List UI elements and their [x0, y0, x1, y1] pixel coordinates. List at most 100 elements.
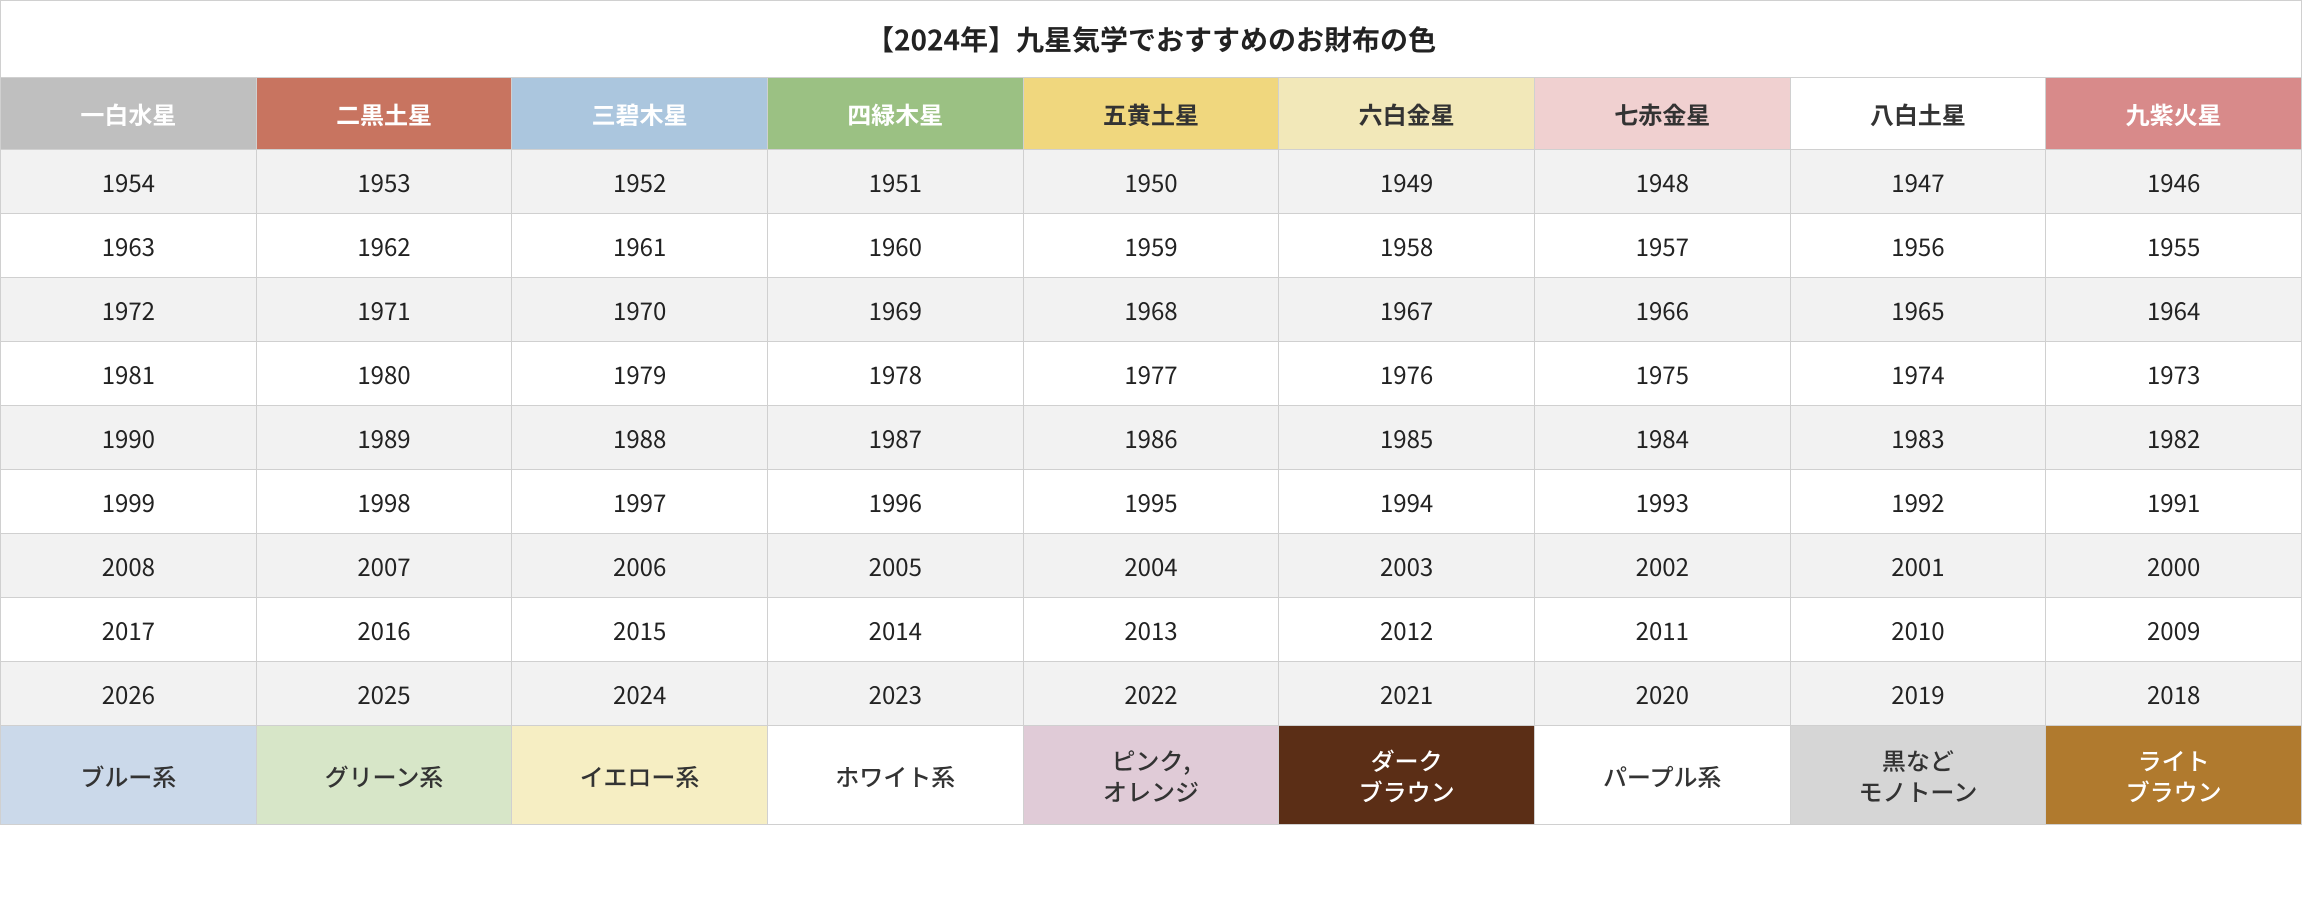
year-cell: 1975	[1534, 342, 1790, 406]
star-header: 八白土星	[1790, 78, 2046, 150]
wallet-color-cell: ライト ブラウン	[2046, 726, 2302, 825]
year-cell: 2008	[1, 534, 257, 598]
year-cell: 1996	[767, 470, 1023, 534]
year-row: 196319621961196019591958195719561955	[1, 214, 2302, 278]
year-cell: 1964	[2046, 278, 2302, 342]
star-header: 六白金星	[1279, 78, 1535, 150]
year-cell: 2003	[1279, 534, 1535, 598]
year-cell: 2015	[512, 598, 768, 662]
star-header: 九紫火星	[2046, 78, 2302, 150]
wallet-color-cell: 黒など モノトーン	[1790, 726, 2046, 825]
year-cell: 1998	[256, 470, 512, 534]
year-cell: 1987	[767, 406, 1023, 470]
year-cell: 1984	[1534, 406, 1790, 470]
wallet-color-cell: イエロー系	[512, 726, 768, 825]
year-cell: 2019	[1790, 662, 2046, 726]
year-cell: 2020	[1534, 662, 1790, 726]
wallet-color-cell: パープル系	[1534, 726, 1790, 825]
year-cell: 1980	[256, 342, 512, 406]
year-cell: 2005	[767, 534, 1023, 598]
year-row: 199019891988198719861985198419831982	[1, 406, 2302, 470]
year-cell: 1968	[1023, 278, 1279, 342]
year-cell: 2026	[1, 662, 257, 726]
year-cell: 1951	[767, 150, 1023, 214]
year-cell: 2018	[2046, 662, 2302, 726]
year-cell: 1986	[1023, 406, 1279, 470]
year-cell: 1967	[1279, 278, 1535, 342]
year-cell: 1963	[1, 214, 257, 278]
year-cell: 2012	[1279, 598, 1535, 662]
year-cell: 2006	[512, 534, 768, 598]
year-cell: 1954	[1, 150, 257, 214]
year-cell: 1979	[512, 342, 768, 406]
year-cell: 1977	[1023, 342, 1279, 406]
year-cell: 1947	[1790, 150, 2046, 214]
year-cell: 1958	[1279, 214, 1535, 278]
year-cell: 1956	[1790, 214, 2046, 278]
year-cell: 1997	[512, 470, 768, 534]
year-cell: 1985	[1279, 406, 1535, 470]
wallet-color-table-wrap: 【2024年】九星気学でおすすめのお財布の色 一白水星二黒土星三碧木星四緑木星五…	[0, 0, 2302, 825]
year-cell: 1981	[1, 342, 257, 406]
wallet-color-cell: ホワイト系	[767, 726, 1023, 825]
year-cell: 1999	[1, 470, 257, 534]
year-cell: 2009	[2046, 598, 2302, 662]
wallet-color-cell: ピンク, オレンジ	[1023, 726, 1279, 825]
year-row: 200820072006200520042003200220012000	[1, 534, 2302, 598]
year-cell: 2024	[512, 662, 768, 726]
year-row: 202620252024202320222021202020192018	[1, 662, 2302, 726]
year-cell: 2013	[1023, 598, 1279, 662]
year-cell: 2017	[1, 598, 257, 662]
year-cell: 2016	[256, 598, 512, 662]
year-cell: 1950	[1023, 150, 1279, 214]
year-cell: 1960	[767, 214, 1023, 278]
year-cell: 1948	[1534, 150, 1790, 214]
year-cell: 2000	[2046, 534, 2302, 598]
year-cell: 2010	[1790, 598, 2046, 662]
title-row: 【2024年】九星気学でおすすめのお財布の色	[1, 1, 2302, 78]
year-cell: 1990	[1, 406, 257, 470]
table-title: 【2024年】九星気学でおすすめのお財布の色	[1, 1, 2302, 78]
year-cell: 1994	[1279, 470, 1535, 534]
year-cell: 1952	[512, 150, 768, 214]
year-cell: 1971	[256, 278, 512, 342]
year-row: 201720162015201420132012201120102009	[1, 598, 2302, 662]
star-header: 四緑木星	[767, 78, 1023, 150]
years-body: 1954195319521951195019491948194719461963…	[1, 150, 2302, 726]
year-cell: 1983	[1790, 406, 2046, 470]
year-cell: 2022	[1023, 662, 1279, 726]
year-cell: 1970	[512, 278, 768, 342]
wallet-color-cell: ダーク ブラウン	[1279, 726, 1535, 825]
star-header: 一白水星	[1, 78, 257, 150]
year-cell: 1959	[1023, 214, 1279, 278]
year-cell: 1962	[256, 214, 512, 278]
wallet-color-cell: グリーン系	[256, 726, 512, 825]
year-row: 198119801979197819771976197519741973	[1, 342, 2302, 406]
year-cell: 2004	[1023, 534, 1279, 598]
year-cell: 1978	[767, 342, 1023, 406]
star-header-row: 一白水星二黒土星三碧木星四緑木星五黄土星六白金星七赤金星八白土星九紫火星	[1, 78, 2302, 150]
year-cell: 1973	[2046, 342, 2302, 406]
year-cell: 1993	[1534, 470, 1790, 534]
table-head: 【2024年】九星気学でおすすめのお財布の色 一白水星二黒土星三碧木星四緑木星五…	[1, 1, 2302, 150]
year-cell: 2021	[1279, 662, 1535, 726]
year-cell: 2002	[1534, 534, 1790, 598]
star-header: 三碧木星	[512, 78, 768, 150]
year-cell: 1969	[767, 278, 1023, 342]
wallet-color-cell: ブルー系	[1, 726, 257, 825]
year-cell: 1982	[2046, 406, 2302, 470]
star-header: 二黒土星	[256, 78, 512, 150]
wallet-color-table: 【2024年】九星気学でおすすめのお財布の色 一白水星二黒土星三碧木星四緑木星五…	[0, 0, 2302, 825]
year-cell: 1992	[1790, 470, 2046, 534]
year-cell: 1976	[1279, 342, 1535, 406]
year-cell: 1955	[2046, 214, 2302, 278]
year-cell: 1949	[1279, 150, 1535, 214]
year-cell: 2011	[1534, 598, 1790, 662]
year-cell: 2025	[256, 662, 512, 726]
table-foot: ブルー系グリーン系イエロー系ホワイト系ピンク, オレンジダーク ブラウンパープル…	[1, 726, 2302, 825]
year-cell: 1946	[2046, 150, 2302, 214]
year-cell: 1991	[2046, 470, 2302, 534]
year-cell: 2014	[767, 598, 1023, 662]
year-cell: 1974	[1790, 342, 2046, 406]
year-cell: 1972	[1, 278, 257, 342]
